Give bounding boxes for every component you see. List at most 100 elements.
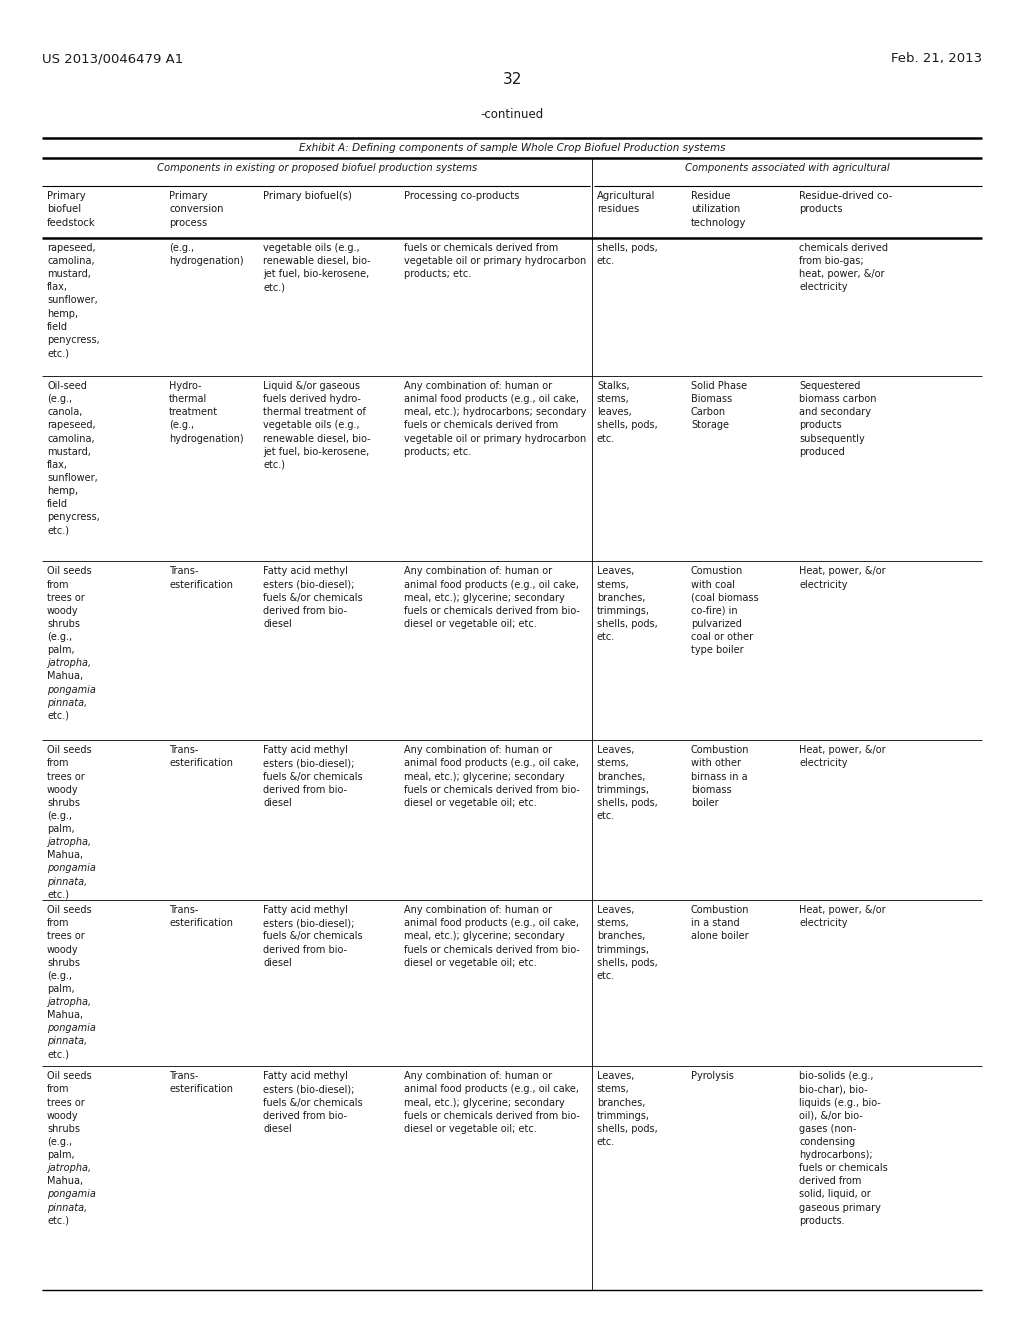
Text: fuels &/or chemicals: fuels &/or chemicals	[263, 593, 362, 603]
Text: derived from: derived from	[799, 1176, 861, 1187]
Text: Mahua,: Mahua,	[47, 672, 83, 681]
Text: fuels or chemicals derived from: fuels or chemicals derived from	[404, 243, 558, 253]
Text: fuels or chemicals derived from bio-: fuels or chemicals derived from bio-	[404, 784, 580, 795]
Text: Hydro-: Hydro-	[169, 381, 202, 391]
Text: 32: 32	[503, 73, 521, 87]
Text: Heat, power, &/or: Heat, power, &/or	[799, 566, 886, 577]
Text: Oil seeds: Oil seeds	[47, 1072, 91, 1081]
Text: boiler: boiler	[691, 797, 719, 808]
Text: fuels or chemicals derived from bio-: fuels or chemicals derived from bio-	[404, 606, 580, 615]
Text: pinnata,: pinnata,	[47, 698, 87, 708]
Text: coal or other: coal or other	[691, 632, 753, 642]
Text: shells, pods,: shells, pods,	[597, 421, 657, 430]
Text: hemp,: hemp,	[47, 309, 78, 318]
Text: fuels or chemicals derived from: fuels or chemicals derived from	[404, 421, 558, 430]
Text: woody: woody	[47, 945, 79, 954]
Text: fuels &/or chemicals: fuels &/or chemicals	[263, 932, 362, 941]
Text: diesel or vegetable oil; etc.: diesel or vegetable oil; etc.	[404, 1123, 537, 1134]
Text: residues: residues	[597, 205, 639, 214]
Text: diesel or vegetable oil; etc.: diesel or vegetable oil; etc.	[404, 797, 537, 808]
Text: chemicals derived: chemicals derived	[799, 243, 888, 253]
Text: shrubs: shrubs	[47, 1123, 80, 1134]
Text: Heat, power, &/or: Heat, power, &/or	[799, 906, 886, 915]
Text: etc.): etc.)	[263, 459, 286, 470]
Text: shells, pods,: shells, pods,	[597, 243, 657, 253]
Text: thermal treatment of: thermal treatment of	[263, 408, 366, 417]
Text: diesel: diesel	[263, 619, 292, 628]
Text: from bio-gas;: from bio-gas;	[799, 256, 863, 267]
Text: gases (non-: gases (non-	[799, 1123, 856, 1134]
Text: woody: woody	[47, 606, 79, 615]
Text: palm,: palm,	[47, 983, 75, 994]
Text: Storage: Storage	[691, 421, 729, 430]
Text: pulvarized: pulvarized	[691, 619, 741, 628]
Text: diesel: diesel	[263, 797, 292, 808]
Text: birnass in a: birnass in a	[691, 772, 748, 781]
Text: woody: woody	[47, 784, 79, 795]
Text: feedstock: feedstock	[47, 218, 95, 228]
Text: Mahua,: Mahua,	[47, 1176, 83, 1187]
Text: produced: produced	[799, 446, 845, 457]
Text: bio-char), bio-: bio-char), bio-	[799, 1085, 867, 1094]
Text: shells, pods,: shells, pods,	[597, 1123, 657, 1134]
Text: products.: products.	[799, 1216, 845, 1226]
Text: (e.g.,: (e.g.,	[169, 421, 195, 430]
Text: animal food products (e.g., oil cake,: animal food products (e.g., oil cake,	[404, 579, 580, 590]
Text: etc.: etc.	[597, 1137, 615, 1147]
Text: Any combination of: human or: Any combination of: human or	[404, 1072, 552, 1081]
Text: diesel or vegetable oil; etc.: diesel or vegetable oil; etc.	[404, 619, 537, 628]
Text: Carbon: Carbon	[691, 408, 726, 417]
Text: hemp,: hemp,	[47, 486, 78, 496]
Text: conversion: conversion	[169, 205, 223, 214]
Text: hydrogenation): hydrogenation)	[169, 433, 244, 444]
Text: penycress,: penycress,	[47, 512, 99, 523]
Text: field: field	[47, 499, 68, 510]
Text: etc.): etc.)	[47, 890, 69, 900]
Text: etc.: etc.	[597, 433, 615, 444]
Text: alone boiler: alone boiler	[691, 932, 749, 941]
Text: (e.g.,: (e.g.,	[47, 970, 72, 981]
Text: etc.: etc.	[597, 632, 615, 642]
Text: animal food products (e.g., oil cake,: animal food products (e.g., oil cake,	[404, 395, 580, 404]
Text: flax,: flax,	[47, 459, 68, 470]
Text: electricity: electricity	[799, 579, 848, 590]
Text: Trans-: Trans-	[169, 566, 199, 577]
Text: diesel: diesel	[263, 957, 292, 968]
Text: vegetable oil or primary hydrocarbon: vegetable oil or primary hydrocarbon	[404, 256, 587, 267]
Text: Trans-: Trans-	[169, 746, 199, 755]
Text: Stalks,: Stalks,	[597, 381, 630, 391]
Text: trees or: trees or	[47, 1097, 85, 1107]
Text: technology: technology	[691, 218, 746, 228]
Text: fuels or chemicals: fuels or chemicals	[799, 1163, 888, 1173]
Text: esterification: esterification	[169, 919, 233, 928]
Text: Sequestered: Sequestered	[799, 381, 860, 391]
Text: (e.g.,: (e.g.,	[47, 810, 72, 821]
Text: solid, liquid, or: solid, liquid, or	[799, 1189, 870, 1200]
Text: from: from	[47, 579, 70, 590]
Text: (e.g.,: (e.g.,	[169, 243, 195, 253]
Text: Fatty acid methyl: Fatty acid methyl	[263, 1072, 348, 1081]
Text: -continued: -continued	[480, 108, 544, 121]
Text: (e.g.,: (e.g.,	[47, 1137, 72, 1147]
Text: renewable diesel, bio-: renewable diesel, bio-	[263, 433, 371, 444]
Text: trees or: trees or	[47, 593, 85, 603]
Text: vegetable oils (e.g.,: vegetable oils (e.g.,	[263, 243, 359, 253]
Text: hydrocarbons);: hydrocarbons);	[799, 1150, 872, 1160]
Text: Biomass: Biomass	[691, 395, 732, 404]
Text: trimmings,: trimmings,	[597, 1110, 650, 1121]
Text: Primary: Primary	[47, 191, 86, 201]
Text: pongamia: pongamia	[47, 1023, 96, 1034]
Text: Any combination of: human or: Any combination of: human or	[404, 906, 552, 915]
Text: branches,: branches,	[597, 1097, 645, 1107]
Text: electricity: electricity	[799, 759, 848, 768]
Text: gaseous primary: gaseous primary	[799, 1203, 881, 1213]
Text: derived from bio-: derived from bio-	[263, 606, 347, 615]
Text: Solid Phase: Solid Phase	[691, 381, 748, 391]
Text: with coal: with coal	[691, 579, 735, 590]
Text: Trans-: Trans-	[169, 1072, 199, 1081]
Text: Feb. 21, 2013: Feb. 21, 2013	[891, 51, 982, 65]
Text: meal, etc.); glycerine; secondary: meal, etc.); glycerine; secondary	[404, 772, 565, 781]
Text: derived from bio-: derived from bio-	[263, 784, 347, 795]
Text: animal food products (e.g., oil cake,: animal food products (e.g., oil cake,	[404, 919, 580, 928]
Text: products: products	[799, 205, 843, 214]
